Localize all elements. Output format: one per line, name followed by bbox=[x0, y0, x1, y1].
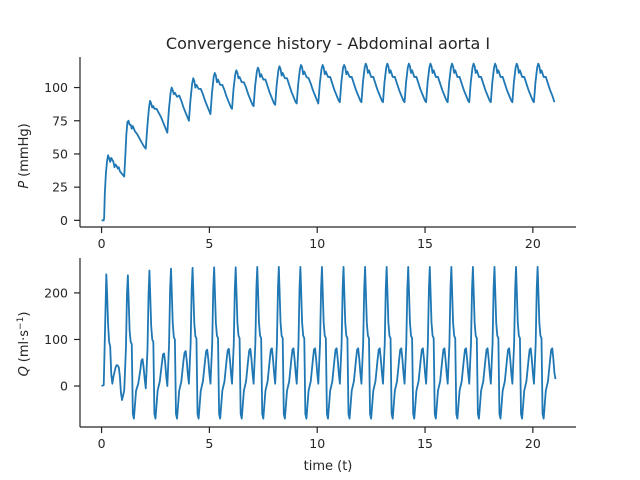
flow-y-axis-label: Q (ml·s−1) bbox=[16, 312, 32, 377]
pressure-x-tick-label: 20 bbox=[525, 236, 541, 251]
flow-series-line bbox=[101, 265, 557, 420]
flow-y-unit: (ml·s bbox=[17, 330, 32, 362]
pressure-y-tick-label: 50 bbox=[52, 146, 68, 161]
flow-x-tick-label: 20 bbox=[525, 436, 541, 451]
flow-y-ticks: 0 100 200 bbox=[44, 285, 80, 394]
pressure-y-ticks: 0 25 50 75 100 bbox=[44, 80, 80, 228]
flow-x-tick-label: 0 bbox=[98, 436, 106, 451]
flow-y-unit-exponent: −1 bbox=[16, 317, 26, 330]
pressure-y-tick-label: 75 bbox=[52, 113, 68, 128]
pressure-series-line bbox=[101, 62, 556, 222]
pressure-x-ticks: 0 5 10 15 20 bbox=[98, 227, 541, 251]
pressure-y-tick-label: 25 bbox=[52, 180, 68, 195]
pressure-panel: 0 5 10 15 20 0 25 50 75 100 P (mmHg) bbox=[17, 57, 576, 251]
flow-panel: 0 5 10 15 20 0 100 200 Q (ml·s−1) time (t) bbox=[16, 258, 576, 474]
pressure-x-tick-label: 5 bbox=[205, 236, 213, 251]
flow-y-tick-label: 0 bbox=[60, 379, 68, 394]
pressure-x-tick-label: 10 bbox=[309, 236, 325, 251]
pressure-y-var: P bbox=[17, 181, 32, 189]
pressure-y-tick-label: 0 bbox=[60, 213, 68, 228]
figure-title: Convergence history - Abdominal aorta I bbox=[166, 34, 490, 53]
pressure-x-tick-label: 15 bbox=[417, 236, 433, 251]
pressure-x-tick-label: 0 bbox=[98, 236, 106, 251]
flow-y-tick-label: 200 bbox=[44, 285, 68, 300]
flow-x-tick-label: 10 bbox=[309, 436, 325, 451]
flow-x-ticks: 0 5 10 15 20 bbox=[98, 427, 541, 451]
pressure-y-axis-label: P (mmHg) bbox=[17, 123, 32, 188]
flow-x-tick-label: 15 bbox=[417, 436, 433, 451]
flow-x-axis-label: time (t) bbox=[304, 459, 353, 474]
pressure-y-unit: (mmHg) bbox=[17, 123, 32, 177]
flow-y-tick-label: 100 bbox=[44, 332, 68, 347]
flow-x-tick-label: 5 bbox=[205, 436, 213, 451]
pressure-y-tick-label: 100 bbox=[44, 80, 68, 95]
flow-y-unit-close: ) bbox=[17, 312, 32, 317]
flow-y-var: Q bbox=[17, 366, 32, 376]
